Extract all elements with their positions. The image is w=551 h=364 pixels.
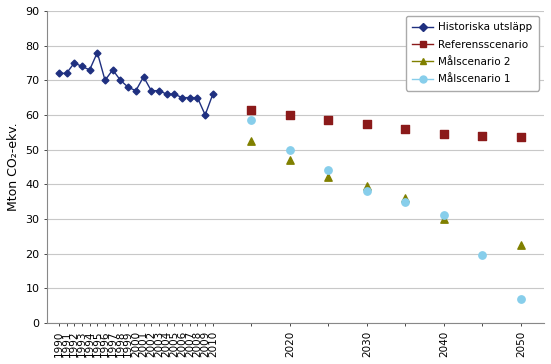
Målscenario 1 <box>285 147 294 153</box>
Y-axis label: Mton CO₂-ekv.: Mton CO₂-ekv. <box>7 123 20 211</box>
Historiska utsläpp <box>163 92 170 96</box>
Referensscenario <box>247 107 256 112</box>
Målscenario 1 <box>478 252 487 258</box>
Målscenario 2 <box>401 195 410 201</box>
Målscenario 2 <box>363 183 371 189</box>
Målscenario 2 <box>516 242 525 248</box>
Historiska utsläpp <box>148 88 154 93</box>
Historiska utsläpp <box>110 68 116 72</box>
Målscenario 1 <box>363 188 371 194</box>
Historiska utsläpp <box>125 85 132 90</box>
Historiska utsläpp <box>56 71 62 75</box>
Referensscenario <box>324 117 333 123</box>
Referensscenario <box>478 133 487 139</box>
Historiska utsläpp <box>202 113 208 117</box>
Målscenario 1 <box>247 117 256 123</box>
Referensscenario <box>440 131 449 137</box>
Målscenario 1 <box>440 213 449 218</box>
Historiska utsläpp <box>209 92 216 96</box>
Historiska utsläpp <box>194 95 201 100</box>
Målscenario 1 <box>401 199 410 205</box>
Målscenario 2 <box>324 174 333 180</box>
Historiska utsläpp <box>186 95 193 100</box>
Målscenario 2 <box>285 157 294 163</box>
Målscenario 1 <box>324 167 333 173</box>
Målscenario 2 <box>440 216 449 222</box>
Historiska utsläpp <box>133 88 139 93</box>
Målscenario 1 <box>516 296 525 301</box>
Historiska utsläpp <box>102 78 109 83</box>
Historiska utsläpp <box>71 61 78 65</box>
Historiska utsläpp <box>171 92 177 96</box>
Referensscenario <box>285 112 294 118</box>
Historiska utsläpp <box>117 78 124 83</box>
Historiska utsläpp <box>141 75 147 79</box>
Line: Historiska utsläpp: Historiska utsläpp <box>56 50 215 117</box>
Historiska utsläpp <box>87 68 93 72</box>
Historiska utsläpp <box>155 88 162 93</box>
Målscenario 2 <box>247 138 256 144</box>
Historiska utsläpp <box>94 50 101 55</box>
Referensscenario <box>363 121 371 127</box>
Referensscenario <box>401 126 410 132</box>
Historiska utsläpp <box>63 71 70 75</box>
Historiska utsläpp <box>179 95 185 100</box>
Referensscenario <box>516 135 525 141</box>
Legend: Historiska utsläpp, Referensscenario, Målscenario 2, Målscenario 1: Historiska utsläpp, Referensscenario, Må… <box>406 16 539 91</box>
Historiska utsläpp <box>79 64 85 68</box>
